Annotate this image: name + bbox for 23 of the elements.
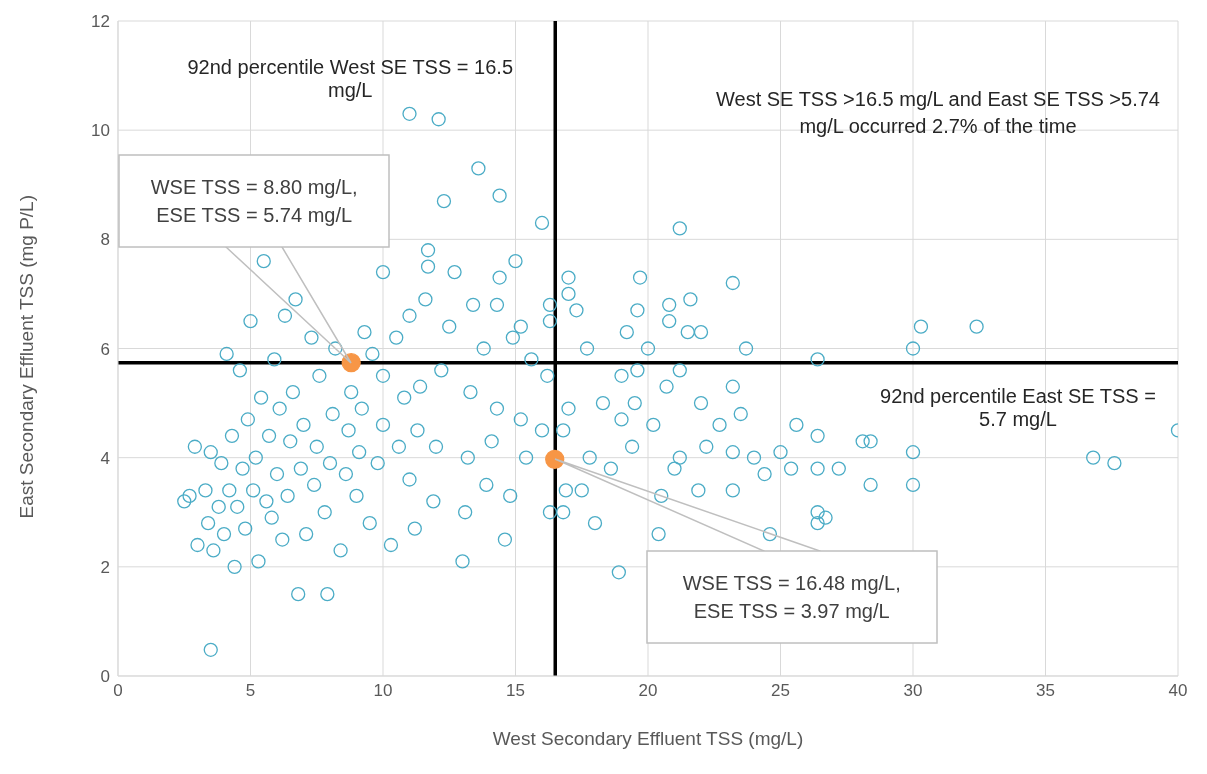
- x-tick-label: 30: [903, 681, 923, 701]
- ref-line-label: 92nd percentile West SE TSS = 16.5 mg/L: [186, 56, 515, 102]
- x-tick-label: 15: [506, 681, 525, 701]
- annotation: WSE TSS = 8.80 mg/L, ESE TSS = 5.74 mg/L: [150, 174, 358, 228]
- y-tick-label: 12: [91, 12, 110, 32]
- y-tick-label: 8: [100, 230, 110, 250]
- y-tick-label: 6: [100, 339, 110, 359]
- x-tick-label: 10: [373, 681, 393, 701]
- x-tick-label: 35: [1036, 681, 1055, 701]
- x-axis-title: West Secondary Effluent TSS (mg/L): [492, 728, 804, 749]
- y-tick-label: 4: [100, 448, 110, 468]
- x-tick-label: 25: [771, 681, 790, 701]
- annotation: WSE TSS = 16.48 mg/L, ESE TSS = 3.97 mg/L: [682, 571, 901, 625]
- y-axis-title: East Secondary Effluent TSS (mg P/L): [15, 194, 37, 519]
- y-tick-label: 0: [100, 667, 110, 687]
- x-tick-label: 5: [245, 681, 256, 701]
- ref-line-label: 92nd percentile East SE TSS = 5.7 mg/L: [879, 384, 1157, 431]
- y-tick-label: 2: [100, 557, 110, 577]
- x-tick-label: 0: [113, 681, 123, 701]
- y-tick-label: 10: [91, 121, 110, 141]
- x-tick-label: 40: [1168, 681, 1188, 701]
- annotation: West SE TSS >16.5 mg/L and East SE TSS >5.74 mg/L occurred 2.7% of the time: [715, 87, 1161, 139]
- x-tick-label: 20: [638, 681, 658, 701]
